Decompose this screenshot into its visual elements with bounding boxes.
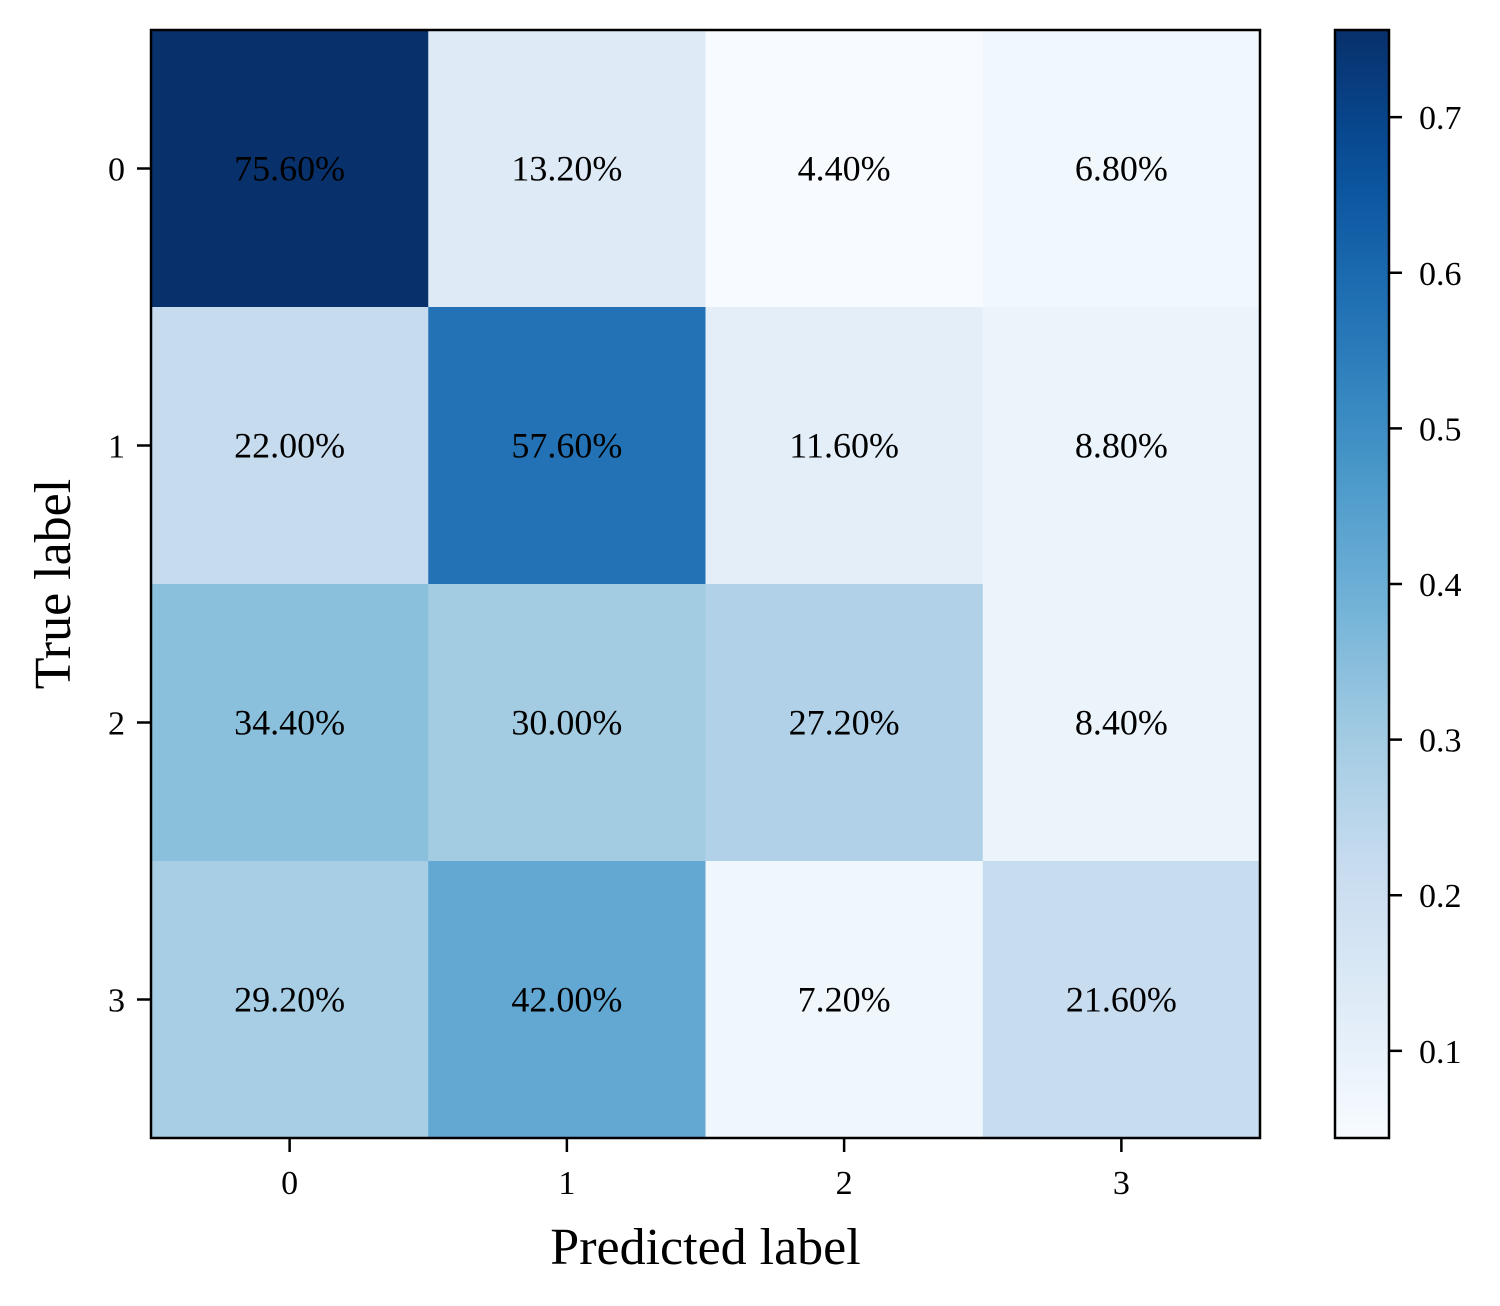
colorbar-ticks: 0.1 0.2 0.3 0.4 0.5 0.6 0.7 (1389, 100, 1462, 1071)
cell-value-label: 30.00% (511, 703, 622, 743)
heatmap-cell (705, 584, 984, 862)
x-tick-label: 3 (1113, 1165, 1130, 1202)
cell-value-label: 29.20% (234, 980, 345, 1020)
heatmap-cell (705, 861, 984, 1139)
cell-value-label: 13.20% (511, 149, 622, 189)
colorbar (1333, 28, 1391, 1140)
cell-value-label: 7.20% (798, 980, 891, 1020)
heatmap-cell-labels: 75.60% 13.20% 4.40% 6.80% 22.00% 57.60% 11.60%… (234, 149, 1177, 1020)
heatmap-cell (428, 30, 706, 308)
heatmap-cell (982, 30, 1261, 308)
y-tick-label: 3 (108, 983, 125, 1020)
cell-value-label: 22.00% (234, 426, 345, 466)
cell-value-label: 11.60% (789, 426, 899, 466)
colorbar-tick-label: 0.4 (1419, 567, 1462, 604)
cell-value-label: 8.80% (1075, 426, 1168, 466)
plot-frame (149, 28, 1262, 1140)
colorbar-tick-label: 0.2 (1419, 878, 1462, 915)
y-tick-label: 2 (108, 706, 125, 743)
cell-value-label: 4.40% (798, 149, 891, 189)
heatmap-cell (982, 584, 1261, 862)
y-axis-label: True label (25, 479, 82, 689)
cell-value-label: 75.60% (234, 149, 345, 189)
cell-value-label: 27.20% (789, 703, 900, 743)
y-tick-label: 1 (108, 429, 125, 466)
heatmap-cell (982, 861, 1261, 1139)
heatmap-cell (151, 584, 429, 862)
cell-value-label: 34.40% (234, 703, 345, 743)
cell-value-label: 6.80% (1075, 149, 1168, 189)
x-axis-ticks: 0 1 2 3 (281, 1138, 1130, 1202)
colorbar-tick-label: 0.7 (1419, 100, 1462, 137)
heatmap-cell (705, 30, 984, 308)
heatmap-cell (151, 307, 429, 585)
x-tick-label: 2 (836, 1165, 853, 1202)
colorbar-tick-label: 0.6 (1419, 256, 1462, 293)
heatmap-cell (705, 307, 984, 585)
colorbar-tick-label: 0.1 (1419, 1034, 1462, 1071)
cell-value-label: 8.40% (1075, 703, 1168, 743)
x-tick-label: 0 (281, 1165, 298, 1202)
heatmap-cell (151, 861, 429, 1139)
heatmap-cell (151, 30, 429, 308)
x-tick-label: 1 (558, 1165, 575, 1202)
cell-value-label: 42.00% (511, 980, 622, 1020)
colorbar-tick-label: 0.3 (1419, 723, 1462, 760)
y-tick-label: 0 (108, 152, 125, 189)
x-axis-label: Predicted label (550, 1219, 860, 1276)
colorbar-tick-label: 0.5 (1419, 411, 1462, 448)
heatmap-cell (428, 584, 706, 862)
heatmap-cell (982, 307, 1261, 585)
heatmap-cell (428, 307, 706, 585)
y-axis-ticks: 0 1 2 3 (108, 152, 151, 1020)
cell-value-label: 57.60% (511, 426, 622, 466)
heatmap-cell (428, 861, 706, 1139)
heatmap-cells (151, 30, 1261, 1139)
cell-value-label: 21.60% (1066, 980, 1177, 1020)
